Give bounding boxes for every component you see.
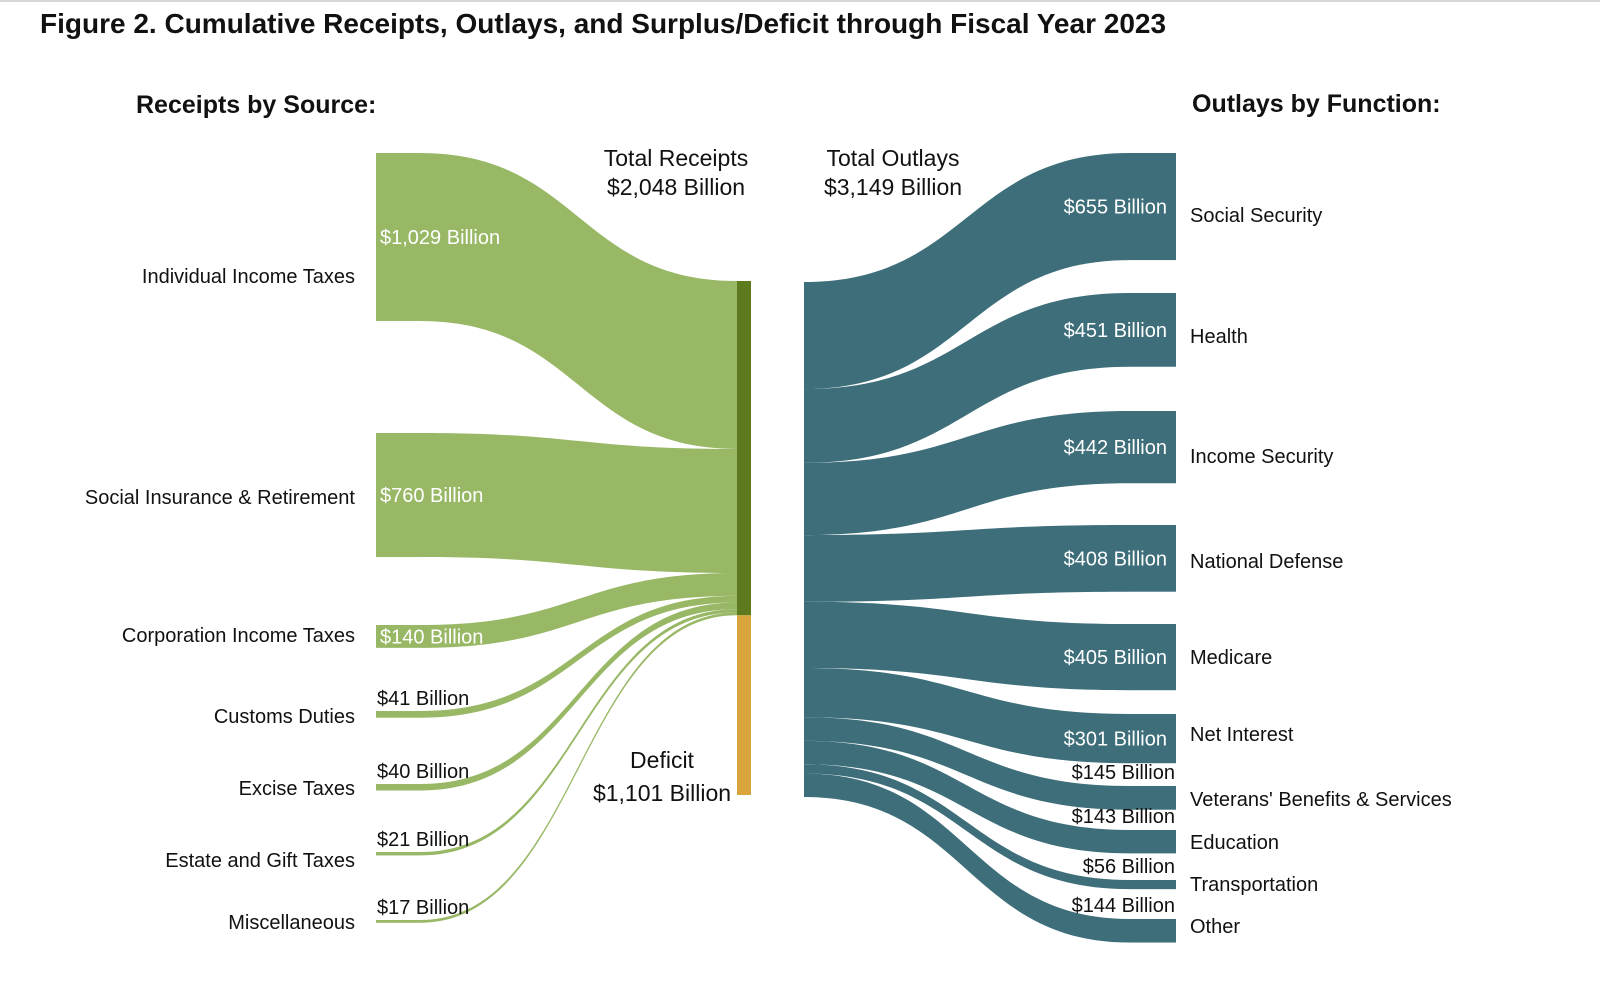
flow-net-interest (804, 668, 1130, 764)
flow-veterans-benefits-services (804, 717, 1130, 810)
value-label-income-security: $442 Billion (1064, 437, 1167, 459)
flow-miscellaneous (420, 612, 737, 923)
value-label-corporation-income-taxes: $140 Billion (380, 626, 483, 648)
function-label-social-security: Social Security (1190, 205, 1322, 227)
source-label-individual-income-taxes: Individual Income Taxes (142, 266, 355, 288)
value-label-social-security: $655 Billion (1064, 197, 1167, 219)
flow-social-security (804, 153, 1130, 390)
node-income-security (1130, 411, 1176, 484)
flow-estate-and-gift-taxes (420, 609, 737, 856)
total-outlays-value: $3,149 Billion (824, 174, 962, 200)
deficit-value: $1,101 Billion (593, 780, 731, 806)
value-label-health: $451 Billion (1064, 320, 1167, 342)
flow-other (804, 773, 1130, 943)
node-national-defense (1130, 525, 1176, 592)
value-label-other: $144 Billion (1072, 895, 1175, 917)
function-label-income-security: Income Security (1190, 446, 1333, 468)
flow-corporation-income-taxes (420, 573, 737, 648)
source-label-customs-duties: Customs Duties (214, 706, 355, 728)
node-transportation (1130, 880, 1176, 890)
function-label-veterans-benefits-services: Veterans' Benefits & Services (1190, 789, 1452, 811)
node-net-interest (1130, 714, 1176, 764)
node-social-security (1130, 153, 1176, 261)
total-receipts-bar (737, 281, 751, 616)
value-label-individual-income-taxes: $1,029 Billion (380, 227, 500, 249)
figure-title: Figure 2. Cumulative Receipts, Outlays, … (40, 8, 1167, 39)
node-miscellaneous (376, 920, 420, 923)
function-label-health: Health (1190, 326, 1248, 348)
receipts-header: Receipts by Source: (136, 91, 376, 119)
flow-health (804, 293, 1130, 463)
node-corporation-income-taxes (376, 625, 420, 648)
function-label-other: Other (1190, 916, 1240, 938)
node-education (1130, 830, 1176, 854)
node-health (1130, 293, 1176, 367)
function-label-net-interest: Net Interest (1190, 724, 1294, 746)
node-individual-income-taxes (376, 153, 420, 321)
node-veterans-benefits-services (1130, 786, 1176, 810)
flow-transportation (804, 764, 1130, 890)
flow-social-insurance-retirement (420, 433, 737, 574)
value-label-estate-and-gift-taxes: $21 Billion (377, 829, 469, 851)
top-border (0, 0, 1600, 2)
flow-education (804, 740, 1130, 854)
outlays-header: Outlays by Function: (1192, 90, 1441, 118)
value-label-net-interest: $301 Billion (1064, 729, 1167, 751)
node-excise-taxes (376, 784, 420, 791)
value-label-excise-taxes: $40 Billion (377, 761, 469, 783)
flow-income-security (804, 411, 1130, 536)
flow-excise-taxes (420, 602, 737, 791)
flow-customs-duties (420, 595, 737, 718)
source-label-excise-taxes: Excise Taxes (239, 778, 355, 800)
function-label-transportation: Transportation (1190, 874, 1318, 896)
flow-national-defense (804, 525, 1130, 602)
node-customs-duties (376, 711, 420, 718)
deficit-bar (737, 615, 751, 795)
deficit-label: Deficit (630, 747, 695, 773)
source-label-miscellaneous: Miscellaneous (228, 912, 355, 934)
node-social-insurance-retirement (376, 433, 420, 558)
function-label-education: Education (1190, 832, 1279, 854)
value-label-medicare: $405 Billion (1064, 647, 1167, 669)
flow-medicare (804, 601, 1130, 691)
total-outlays-label: Total Outlays (827, 145, 960, 171)
node-estate-and-gift-taxes (376, 852, 420, 856)
function-label-national-defense: National Defense (1190, 551, 1343, 573)
total-receipts-value: $2,048 Billion (607, 174, 745, 200)
value-label-transportation: $56 Billion (1083, 856, 1175, 878)
source-label-corporation-income-taxes: Corporation Income Taxes (122, 625, 355, 647)
node-medicare (1130, 624, 1176, 691)
total-receipts-label: Total Receipts (604, 145, 748, 171)
source-label-social-insurance-retirement: Social Insurance & Retirement (85, 487, 356, 509)
value-label-national-defense: $408 Billion (1064, 548, 1167, 570)
value-label-miscellaneous: $17 Billion (377, 897, 469, 919)
function-label-medicare: Medicare (1190, 647, 1272, 669)
value-label-customs-duties: $41 Billion (377, 688, 469, 710)
node-other (1130, 919, 1176, 943)
source-label-estate-and-gift-taxes: Estate and Gift Taxes (165, 850, 355, 872)
flow-individual-income-taxes (420, 153, 737, 449)
value-label-veterans-benefits-services: $145 Billion (1072, 762, 1175, 784)
value-label-social-insurance-retirement: $760 Billion (380, 485, 483, 507)
value-label-education: $143 Billion (1072, 806, 1175, 828)
